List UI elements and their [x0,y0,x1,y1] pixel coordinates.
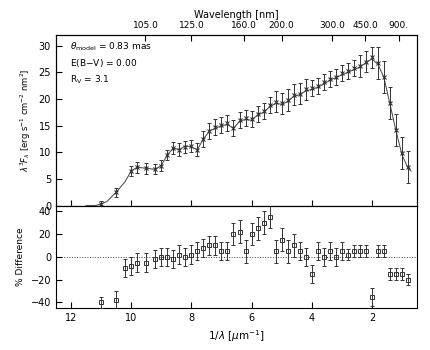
Text: $\theta_{\rm model}$ = 0.83 mas
E(B$-$V) = 0.00
R$_{\rm V}$ = 3.1: $\theta_{\rm model}$ = 0.83 mas E(B$-$V)… [71,40,152,86]
X-axis label: Wavelength [nm]: Wavelength [nm] [194,10,279,20]
Y-axis label: % Difference: % Difference [16,228,25,286]
Y-axis label: $\lambda^3 F_\lambda$ [erg s$^{-1}$ cm$^{-2}$ nm$^2$]: $\lambda^3 F_\lambda$ [erg s$^{-1}$ cm$^… [18,69,33,172]
X-axis label: $1/\lambda$ [$\mu$m$^{-1}$]: $1/\lambda$ [$\mu$m$^{-1}$] [208,328,265,344]
